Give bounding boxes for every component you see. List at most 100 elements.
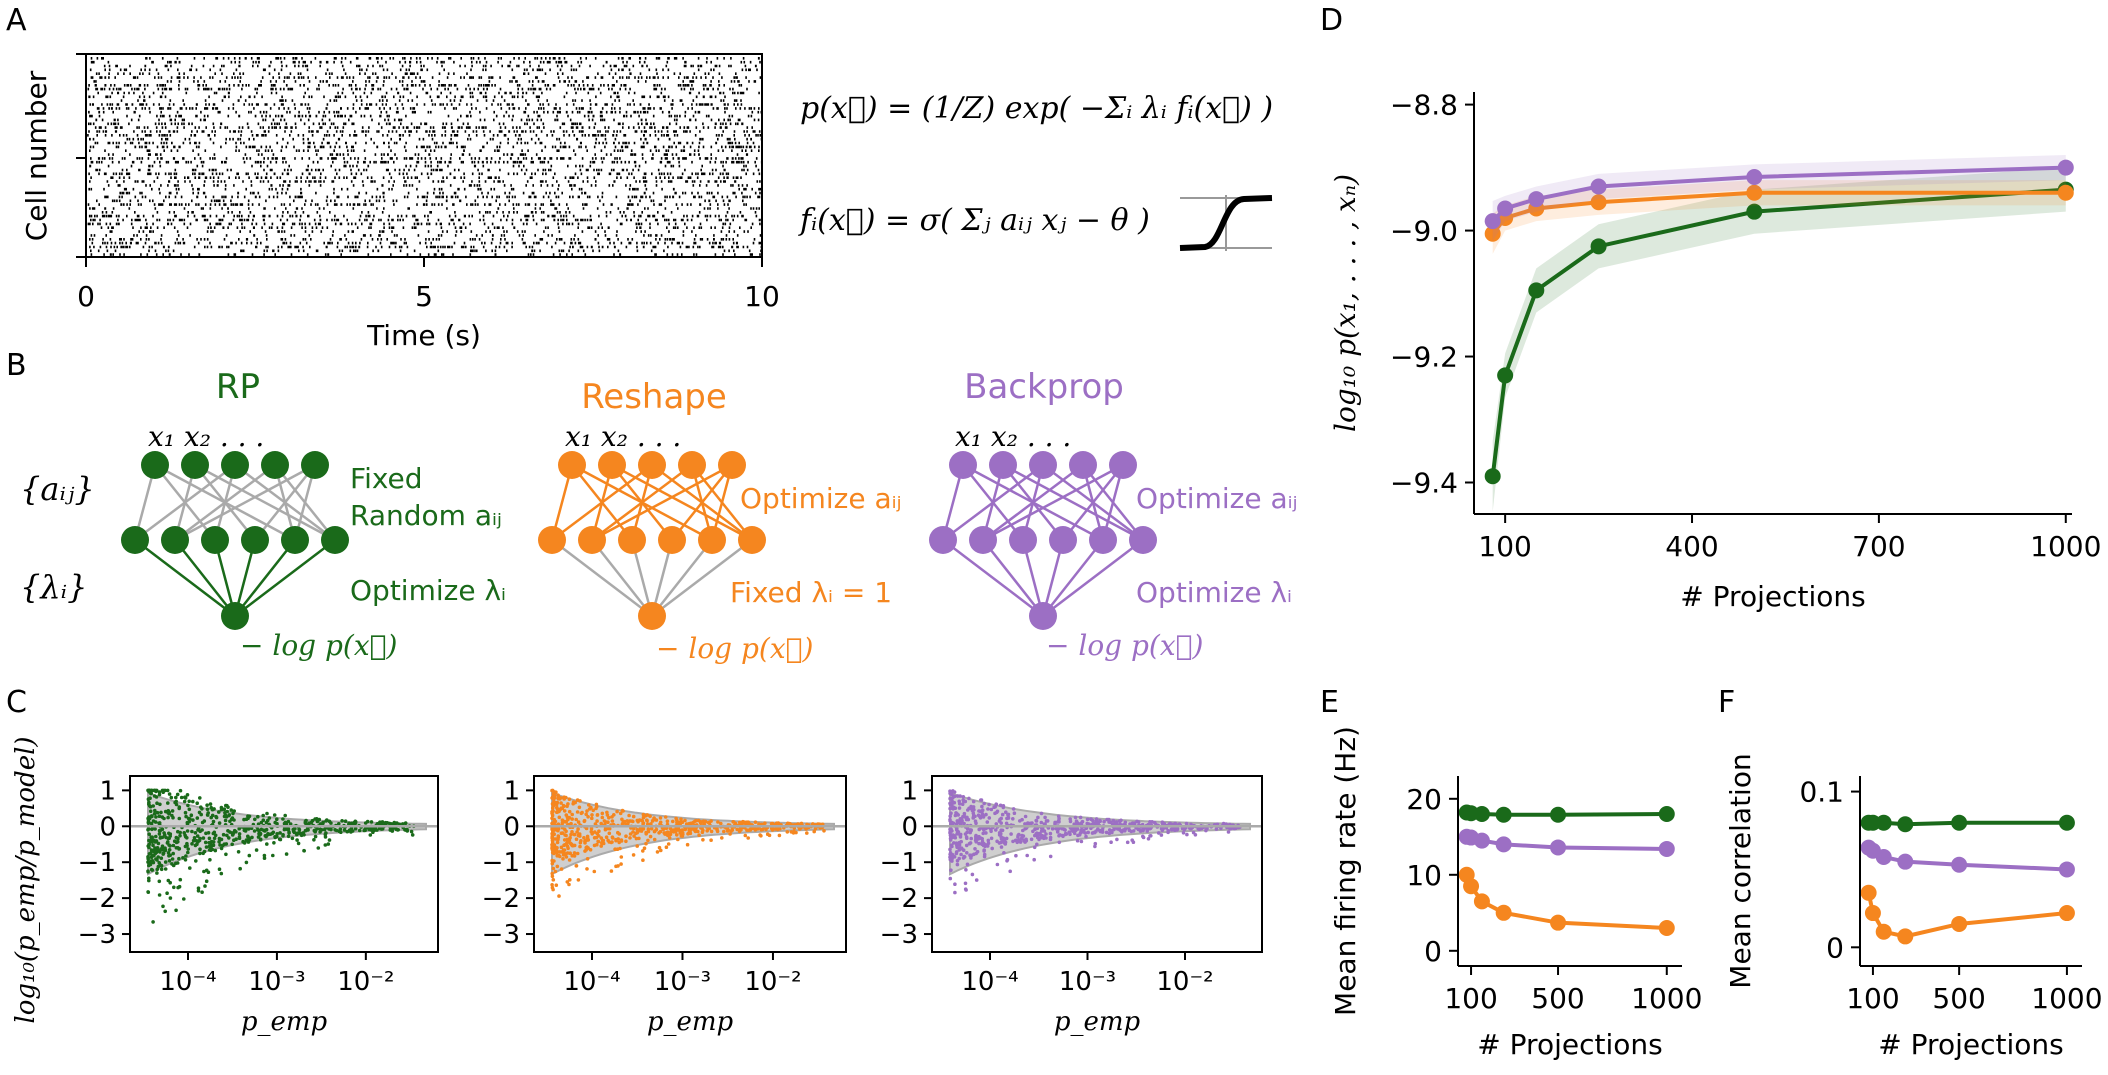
output-node bbox=[638, 602, 666, 630]
x-tick-label: 100 bbox=[1444, 982, 1497, 1015]
raster-spikes bbox=[87, 57, 763, 256]
hidden-node bbox=[618, 526, 646, 554]
data-point bbox=[1484, 213, 1501, 230]
data-point bbox=[1463, 878, 1480, 895]
y-tick-label: 10 bbox=[1406, 859, 1442, 892]
data-point bbox=[1746, 184, 1763, 201]
network-edge bbox=[134, 464, 236, 541]
error-band bbox=[1492, 154, 2066, 242]
x-tick-label: 10⁻⁴ bbox=[159, 967, 216, 997]
hidden-node bbox=[321, 526, 349, 554]
series-rp bbox=[1458, 804, 1675, 823]
data-point bbox=[1473, 806, 1490, 822]
residual-plot-rp: 1 0 −1 −2 −3 10⁻⁴ 10⁻³ 10⁻² p_emp bbox=[78, 775, 439, 1037]
y-tick-label: −2 bbox=[880, 884, 918, 914]
confidence-envelope bbox=[949, 791, 1251, 876]
hidden-node bbox=[578, 526, 606, 554]
raster-panel: 0 5 10 Time (s) Cell number bbox=[20, 53, 780, 352]
network-edge bbox=[591, 463, 733, 542]
input-node bbox=[1069, 451, 1097, 479]
input-node bbox=[638, 451, 666, 479]
y-tick-label: 1 bbox=[901, 776, 918, 806]
loglik-chart: 100 400 700 1000 −8.8 −9.0 −9.2 −9.4 # Projectio… bbox=[1329, 89, 2101, 613]
data-point bbox=[1550, 839, 1567, 856]
data-point bbox=[1495, 806, 1512, 823]
raster-xtick-5: 5 bbox=[415, 280, 433, 313]
y-tick-label: −1 bbox=[78, 848, 116, 878]
rp-network bbox=[121, 451, 349, 630]
network-edge bbox=[1062, 464, 1124, 541]
hidden-node bbox=[1129, 526, 1157, 554]
data-point bbox=[1473, 893, 1490, 910]
panel-label-c: C bbox=[6, 685, 27, 720]
y-tick-label: −9.0 bbox=[1390, 215, 1458, 248]
plot-frame bbox=[129, 775, 439, 953]
series-rp bbox=[1860, 814, 2075, 833]
series-reshape bbox=[1860, 884, 2075, 945]
reshape-inputs-label: x₁ x₂ . . . bbox=[565, 420, 681, 453]
x-tick-label: 400 bbox=[1665, 530, 1718, 563]
reshape-title: Reshape bbox=[581, 377, 727, 417]
backprop-optimize-a-label: Optimize aᵢⱼ bbox=[1136, 482, 1298, 515]
confidence-envelope bbox=[147, 791, 427, 876]
hidden-node bbox=[281, 526, 309, 554]
y-tick-label: −1 bbox=[880, 848, 918, 878]
reshape-network bbox=[538, 451, 766, 630]
input-node bbox=[678, 451, 706, 479]
rp-output-label: − log p(x⃗) bbox=[240, 629, 397, 662]
data-point bbox=[1550, 914, 1567, 931]
backprop-inputs-label: x₁ x₂ . . . bbox=[955, 420, 1071, 453]
panel-label-d: D bbox=[1320, 3, 1343, 38]
y-tick-label: 0 bbox=[99, 812, 116, 842]
input-node bbox=[301, 451, 329, 479]
hidden-node bbox=[1049, 526, 1077, 554]
network-edge bbox=[234, 539, 296, 617]
x-tick-label: 10⁻² bbox=[337, 967, 394, 997]
residual-points bbox=[146, 788, 416, 924]
y-tick-label: 1 bbox=[503, 776, 520, 806]
data-point bbox=[1864, 905, 1881, 922]
data-point bbox=[1590, 194, 1607, 211]
data-point bbox=[1528, 282, 1545, 299]
plot-frame bbox=[533, 775, 847, 953]
data-point bbox=[1951, 915, 1968, 932]
series-line bbox=[1490, 187, 2066, 477]
y-tick-label: 20 bbox=[1406, 783, 1442, 816]
output-node bbox=[1029, 602, 1057, 630]
hidden-node bbox=[201, 526, 229, 554]
x-tick-label: 100 bbox=[1846, 982, 1899, 1015]
residual-plots: log₁₀(p_emp/p_model) 1 0 −1 −2 −3 10⁻⁴ 10⁻³ 10⁻… bbox=[11, 736, 1263, 1037]
network-edge bbox=[254, 464, 316, 541]
hidden-node bbox=[969, 526, 997, 554]
x-tick-label: 10⁻² bbox=[1156, 967, 1213, 997]
data-point bbox=[1875, 923, 1892, 940]
network-edge bbox=[1042, 539, 1104, 617]
plot-frame bbox=[931, 775, 1263, 953]
y-tick-label: −3 bbox=[78, 920, 116, 950]
hidden-node bbox=[121, 526, 149, 554]
data-point bbox=[1875, 848, 1892, 865]
hidden-node bbox=[1089, 526, 1117, 554]
data-point bbox=[1658, 806, 1675, 822]
data-point bbox=[1528, 191, 1545, 208]
x-tick-label: 100 bbox=[1478, 530, 1531, 563]
y-axis-label: Mean firing rate (Hz) bbox=[1329, 726, 1362, 1016]
x-tick-label: 500 bbox=[1932, 982, 1985, 1015]
data-point bbox=[1746, 203, 1763, 220]
y-tick-label: −3 bbox=[880, 920, 918, 950]
panel-label-e: E bbox=[1320, 685, 1339, 720]
x-axis-label: p_emp bbox=[1054, 1007, 1141, 1037]
data-point bbox=[2058, 861, 2075, 878]
residual-plot-backprop: 1 0 −1 −2 −3 10⁻⁴ 10⁻³ 10⁻² p_emp bbox=[880, 775, 1263, 1037]
data-point bbox=[1860, 884, 1877, 901]
output-node bbox=[221, 602, 249, 630]
series-reshape bbox=[1458, 866, 1675, 936]
network-edge bbox=[651, 539, 713, 617]
data-point bbox=[1590, 178, 1607, 195]
hidden-node bbox=[929, 526, 957, 554]
input-node bbox=[1109, 451, 1137, 479]
raster-xlabel: Time (s) bbox=[366, 319, 481, 352]
panel-label-b: B bbox=[6, 348, 27, 383]
hidden-node bbox=[698, 526, 726, 554]
input-node bbox=[141, 451, 169, 479]
